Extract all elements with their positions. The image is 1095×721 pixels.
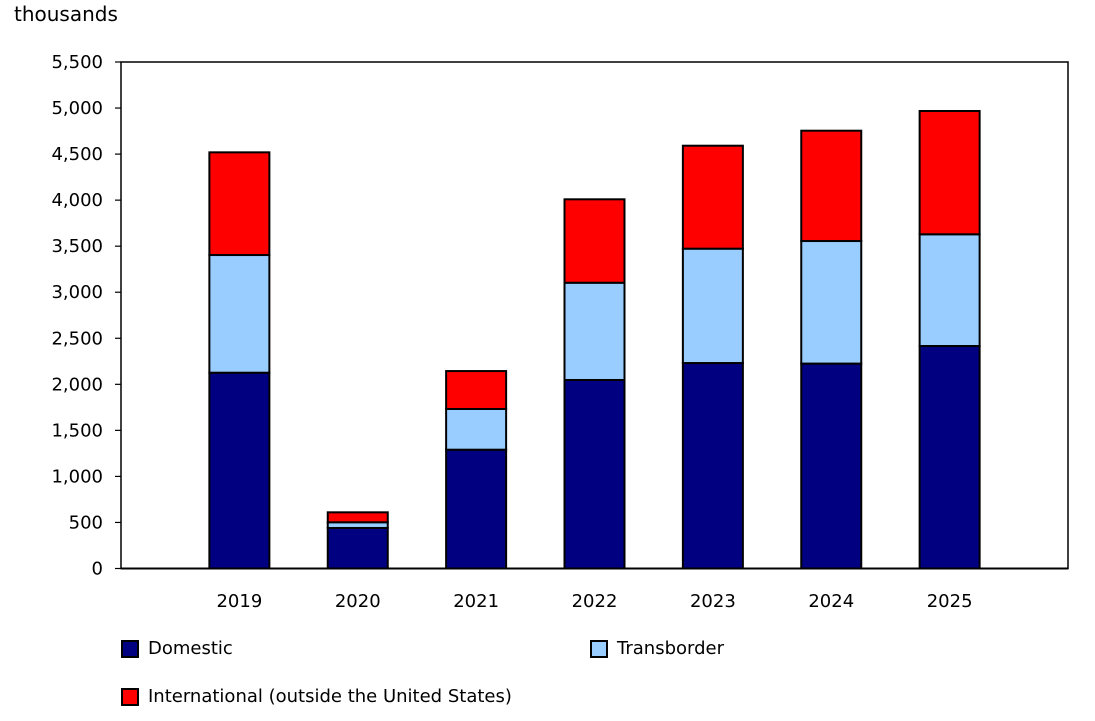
bar-segment-international-2025 <box>918 109 981 236</box>
y-tick-label: 500 <box>69 512 103 533</box>
x-tick-label: 2025 <box>927 591 973 612</box>
bar-segment-transborder-2022 <box>563 281 626 381</box>
y-tick-label: 1,000 <box>51 466 103 487</box>
legend-swatch-international <box>121 687 139 706</box>
x-tick-label: 2023 <box>690 591 736 612</box>
bar-segment-international-2021 <box>445 370 508 410</box>
y-tick-label: 0 <box>92 559 103 580</box>
bar-segment-transborder-2019 <box>208 254 271 374</box>
bar-segment-transborder-2021 <box>445 407 508 451</box>
legend-label: Domestic <box>148 638 233 659</box>
bar-segment-international-2023 <box>681 144 744 250</box>
bar-segment-transborder-2024 <box>800 240 863 365</box>
y-tick-label: 2,500 <box>51 328 103 349</box>
bar-segment-international-2024 <box>800 129 863 243</box>
legend-item-domestic: Domestic <box>121 638 233 659</box>
x-tick-label: 2024 <box>808 591 854 612</box>
bar-segment-domestic-2025 <box>918 345 981 570</box>
legend-item-transborder: Transborder <box>590 638 724 659</box>
bar-segment-domestic-2024 <box>800 362 863 570</box>
y-tick-label: 5,000 <box>51 98 103 119</box>
y-tick-label: 3,500 <box>51 236 103 257</box>
legend-swatch-transborder <box>590 639 608 658</box>
bar-segment-domestic-2023 <box>681 362 744 570</box>
y-tick-label: 3,000 <box>51 282 103 303</box>
x-tick-label: 2021 <box>453 591 499 612</box>
legend-item-international: International (outside the United States… <box>121 686 512 707</box>
y-tick-label: 2,000 <box>51 374 103 395</box>
y-tick-label: 4,000 <box>51 190 103 211</box>
y-tick-label: 1,500 <box>51 420 103 441</box>
bar-segment-domestic-2020 <box>326 526 389 570</box>
bar-segment-international-2020 <box>326 511 389 524</box>
bar-segment-domestic-2022 <box>563 378 626 570</box>
bar-segment-transborder-2023 <box>681 247 744 365</box>
y-tick-label: 4,500 <box>51 144 103 165</box>
bar-segment-domestic-2021 <box>445 448 508 570</box>
bar-segment-international-2022 <box>563 198 626 284</box>
x-tick-label: 2022 <box>572 591 618 612</box>
y-tick-label: 5,500 <box>51 52 103 73</box>
x-tick-label: 2020 <box>335 591 381 612</box>
bar-segment-domestic-2019 <box>208 371 271 570</box>
legend-swatch-domestic <box>121 639 139 658</box>
x-tick-label: 2019 <box>216 591 262 612</box>
y-axis-unit-label: thousands <box>14 2 118 26</box>
legend-label: Transborder <box>617 638 724 659</box>
bar-segment-international-2019 <box>208 151 271 257</box>
legend-label: International (outside the United States… <box>148 686 512 707</box>
bar-segment-transborder-2025 <box>918 233 981 348</box>
